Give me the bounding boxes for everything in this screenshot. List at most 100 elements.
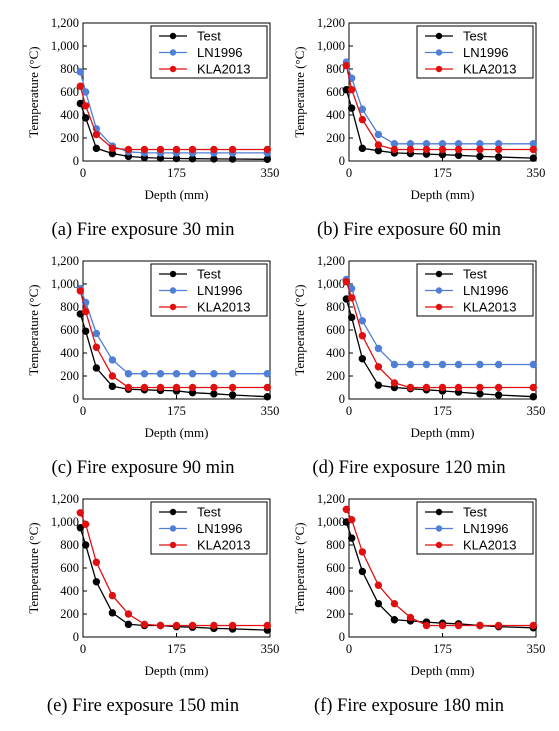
data-point (140, 620, 149, 629)
data-point (422, 621, 431, 630)
data-point (140, 370, 149, 378)
data-point (454, 383, 463, 392)
y-tick-label: 200 (60, 369, 79, 383)
legend-label: Test (463, 267, 487, 282)
y-tick-label: 400 (60, 346, 79, 360)
data-point (210, 390, 218, 398)
data-point (342, 505, 351, 514)
legend-label: LN1996 (463, 45, 509, 60)
x-tick-label: 0 (80, 642, 86, 656)
data-point (263, 393, 272, 401)
chart-panel: 0 200 400 600 800 1,000 1,200 0 175 350 Depth (mm)… (8, 246, 279, 486)
data-point (172, 621, 181, 630)
y-tick-label: 1,000 (51, 39, 79, 53)
data-point (108, 356, 117, 364)
y-tick-label: 600 (326, 85, 345, 99)
y-tick-label: 1,000 (317, 277, 345, 291)
legend-label: KLA2013 (463, 62, 517, 77)
data-point (188, 621, 197, 630)
data-point (406, 383, 415, 392)
data-point (529, 383, 538, 392)
data-point (108, 382, 117, 391)
data-point (188, 383, 197, 392)
legend-marker (169, 65, 177, 73)
data-point (374, 141, 383, 149)
data-point (494, 153, 503, 161)
x-axis-label: Depth (mm) (145, 663, 209, 678)
panel-caption: (a) Fire exposure 30 min (51, 220, 235, 240)
panel-caption: (f) Fire exposure 180 min (313, 696, 505, 716)
y-tick-label: 1,200 (317, 492, 345, 506)
data-point (476, 152, 484, 161)
data-point (347, 104, 356, 112)
data-point (358, 548, 367, 556)
data-point (529, 393, 538, 401)
data-point (454, 145, 463, 154)
x-tick-label: 175 (167, 166, 186, 180)
chart-panel: 0 200 400 600 800 1,000 1,200 0 175 350 Depth (mm)… (274, 8, 545, 248)
data-point (342, 61, 351, 70)
legend-label: KLA2013 (197, 538, 251, 553)
legend-marker (169, 32, 177, 40)
y-tick-label: 1,000 (317, 515, 345, 529)
data-point (108, 372, 117, 380)
legend-marker (169, 303, 177, 311)
data-point (438, 383, 447, 392)
data-point (422, 145, 431, 154)
data-point (374, 363, 383, 371)
legend-marker (169, 541, 177, 549)
y-tick-label: 800 (60, 538, 79, 552)
data-point (92, 343, 101, 351)
data-point (92, 364, 101, 372)
data-point (156, 621, 165, 630)
data-point (374, 344, 383, 353)
legend-marker (169, 525, 177, 532)
data-point (92, 578, 101, 586)
data-point (374, 381, 383, 389)
legend-label: LN1996 (197, 521, 243, 536)
data-point (390, 360, 399, 369)
y-axis-label: Temperature (°C) (26, 46, 41, 137)
x-tick-label: 0 (80, 166, 86, 180)
data-point (172, 383, 181, 392)
data-point (494, 383, 503, 392)
data-point (476, 621, 484, 630)
y-axis-label: Temperature (°C) (26, 522, 41, 613)
x-tick-label: 175 (433, 642, 452, 656)
y-tick-label: 0 (73, 630, 79, 644)
data-point (263, 621, 272, 630)
data-point (374, 581, 383, 589)
x-tick-label: 0 (346, 642, 352, 656)
data-point (438, 360, 447, 369)
legend-label: Test (197, 505, 221, 520)
data-point (494, 391, 503, 399)
chart-svg: 0 200 400 600 800 1,000 1,200 0 175 350 Depth (mm)… (292, 16, 545, 202)
y-tick-label: 400 (60, 584, 79, 598)
legend-label: Test (197, 29, 221, 44)
data-point (406, 613, 415, 622)
data-point (140, 145, 149, 154)
panel-caption: (d) Fire exposure 120 min (312, 458, 506, 478)
data-point (188, 370, 197, 378)
data-point (81, 541, 90, 549)
data-point (494, 621, 503, 630)
data-point (422, 383, 431, 392)
panel-caption: (c) Fire exposure 90 min (51, 458, 235, 478)
data-point (374, 130, 383, 139)
y-tick-label: 200 (60, 607, 79, 621)
data-point (358, 115, 367, 124)
data-point (342, 278, 351, 286)
legend-label: Test (463, 505, 487, 520)
data-point (76, 82, 85, 90)
y-tick-label: 800 (60, 300, 79, 314)
data-point (476, 360, 484, 369)
y-tick-label: 1,200 (317, 254, 345, 268)
chart-svg: 0 200 400 600 800 1,000 1,200 0 175 350 Depth (mm)… (26, 16, 279, 202)
data-point (81, 102, 90, 110)
data-point (347, 313, 356, 322)
data-point (228, 621, 237, 630)
data-point (124, 610, 133, 618)
legend-marker (435, 49, 443, 56)
y-tick-label: 800 (326, 538, 345, 552)
data-point (228, 383, 237, 392)
